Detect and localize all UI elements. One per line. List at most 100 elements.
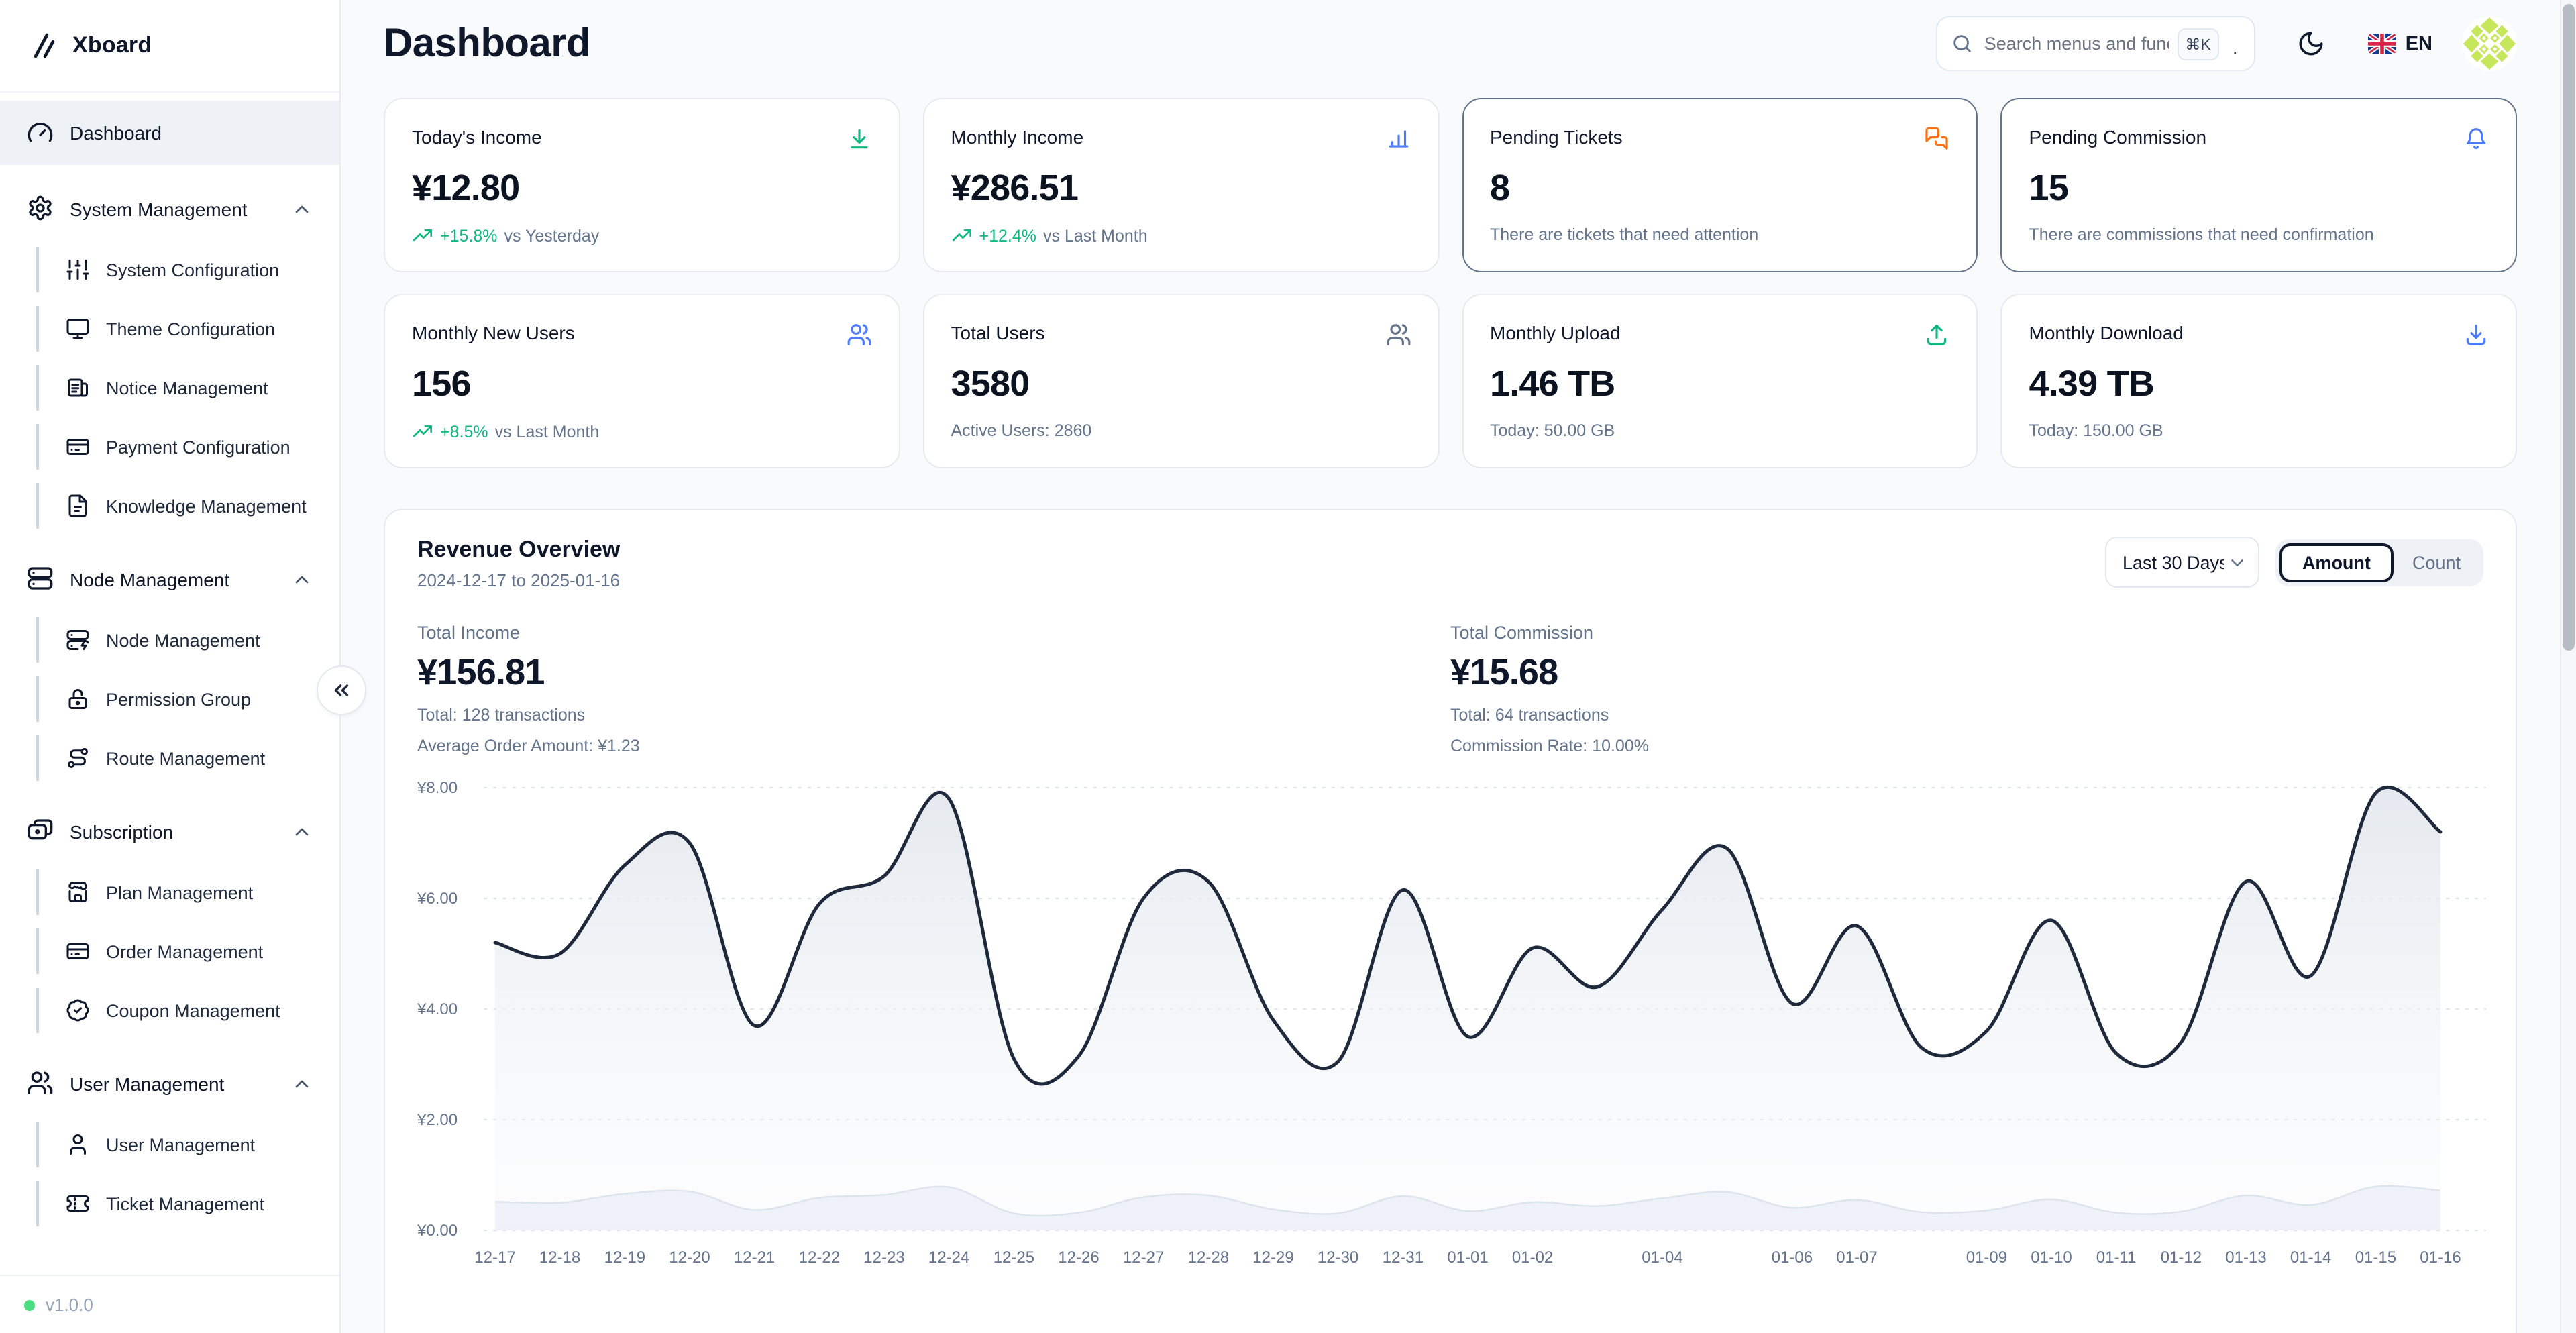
- toggle-count-button[interactable]: Count: [2394, 543, 2479, 582]
- sidebar-item-system-configuration[interactable]: System Configuration: [36, 240, 339, 299]
- avatar[interactable]: [2462, 16, 2517, 71]
- monitor-icon: [66, 319, 89, 339]
- brand[interactable]: Xboard: [0, 0, 339, 91]
- sidebar-section-header-user-management[interactable]: User Management: [0, 1053, 339, 1115]
- sidebar-section-header-node-management[interactable]: Node Management: [0, 549, 339, 610]
- sidebar-nav: Dashboard System Management System Configu…: [0, 91, 339, 1275]
- arrow-down-line-icon: [850, 129, 868, 149]
- search-shortcut-badge: ⌘K: [2177, 28, 2219, 60]
- scrollbar-track[interactable]: [2560, 0, 2576, 1333]
- stat-card-monthly-download[interactable]: Monthly Download 4.39 TB Today: 150.00 GB: [2000, 294, 2517, 468]
- sidebar-section-user-management: User Management User Management Ticket Man…: [0, 1053, 339, 1233]
- revenue-panel: Revenue Overview 2024-12-17 to 2025-01-1…: [384, 509, 2517, 1333]
- stat-card-title: Monthly Download: [2029, 322, 2184, 343]
- stat-card-monthly-upload[interactable]: Monthly Upload 1.46 TB Today: 50.00 GB: [1462, 294, 1978, 468]
- sidebar-section-subscription: Subscription Plan Management Order Managem…: [0, 801, 339, 1040]
- stat-card-title: Total Users: [951, 322, 1045, 343]
- status-dot: [24, 1299, 35, 1310]
- sidebar-item-knowledge-management[interactable]: Knowledge Management: [36, 476, 339, 535]
- svg-text:12-28: 12-28: [1188, 1248, 1229, 1267]
- toggle-amount-button[interactable]: Amount: [2279, 543, 2394, 582]
- server-icon: [28, 566, 53, 589]
- trending-up-icon: [952, 229, 971, 242]
- sidebar-item-user-management[interactable]: User Management: [36, 1115, 339, 1174]
- search-overflow-dot: .: [2232, 36, 2238, 58]
- brand-name: Xboard: [72, 32, 152, 58]
- stat-card-trend: +12.4% vs Last Month: [951, 225, 1411, 247]
- sidebar-item-label: Payment Configuration: [106, 437, 290, 457]
- sidebar-section-header-subscription[interactable]: Subscription: [0, 801, 339, 863]
- stat-card-total-users[interactable]: Total Users 3580 Active Users: 2860: [922, 294, 1439, 468]
- svg-text:01-07: 01-07: [1836, 1248, 1877, 1267]
- sidebar-item-payment-configuration[interactable]: Payment Configuration: [36, 417, 339, 476]
- svg-text:¥4.00: ¥4.00: [417, 1000, 458, 1018]
- sidebar-item-order-management[interactable]: Order Management: [36, 922, 339, 981]
- sidebar-item-notice-management[interactable]: Notice Management: [36, 358, 339, 417]
- users-icon: [28, 1071, 53, 1094]
- lock-icon: [68, 689, 87, 709]
- topbar-actions: ⌘K . EN: [1935, 16, 2517, 71]
- sidebar-item-label: Coupon Management: [106, 1000, 280, 1020]
- svg-text:12-30: 12-30: [1318, 1248, 1358, 1267]
- svg-text:01-16: 01-16: [2420, 1248, 2461, 1267]
- svg-text:¥2.00: ¥2.00: [417, 1111, 458, 1129]
- sidebar-item-ticket-management[interactable]: Ticket Management: [36, 1174, 339, 1233]
- total-income-average: Average Order Amount: ¥1.23: [417, 737, 640, 755]
- language-selector[interactable]: EN: [2367, 33, 2432, 54]
- avatar-identicon: [2462, 16, 2517, 71]
- stat-card-pending-tickets[interactable]: Pending Tickets 8 There are tickets that n…: [1462, 98, 1978, 272]
- stat-card-pending-commission[interactable]: Pending Commission 15 There are commission…: [2000, 98, 2517, 272]
- svg-text:12-22: 12-22: [799, 1248, 840, 1267]
- total-commission-label: Total Commission: [1450, 623, 1594, 643]
- svg-text:12-18: 12-18: [539, 1248, 580, 1267]
- language-code: EN: [2405, 33, 2432, 54]
- range-select[interactable]: Last 30 Days: [2104, 537, 2259, 588]
- svg-text:01-11: 01-11: [2096, 1248, 2137, 1267]
- sidebar-item-plan-management[interactable]: Plan Management: [36, 863, 339, 922]
- stat-card-trend: +8.5% vs Last Month: [412, 421, 872, 443]
- main-content: Dashboard ⌘K . EN T: [341, 0, 2576, 1333]
- sidebar-section-system-management: System Management System Configuration The…: [0, 178, 339, 535]
- svg-text:12-17: 12-17: [474, 1248, 515, 1267]
- sidebar-item-label: Node Management: [106, 630, 260, 650]
- svg-text:01-04: 01-04: [1642, 1248, 1682, 1267]
- stat-card-monthly-new-users[interactable]: Monthly New Users 156 +8.5% vs Last Month: [384, 294, 900, 468]
- dark-mode-toggle[interactable]: [2285, 17, 2339, 70]
- scrollbar-thumb[interactable]: [2562, 4, 2574, 651]
- search-input[interactable]: [1984, 34, 2169, 54]
- sidebar-collapse-button[interactable]: [317, 665, 366, 715]
- stat-card-value: ¥286.51: [951, 168, 1079, 208]
- sidebar-item-permission-group[interactable]: Permission Group: [36, 670, 339, 729]
- route-icon: [68, 748, 88, 768]
- svg-text:01-02: 01-02: [1512, 1248, 1553, 1267]
- bell-icon: [2466, 128, 2486, 150]
- ticket-icon: [66, 1195, 89, 1212]
- sidebar-item-theme-configuration[interactable]: Theme Configuration: [36, 299, 339, 358]
- stat-card-value: 3580: [951, 364, 1030, 404]
- stat-card-title: Pending Commission: [2029, 126, 2207, 148]
- revenue-controls: Last 30 Days Amount Count: [2104, 537, 2483, 588]
- sidebar-item-node-management[interactable]: Node Management: [36, 610, 339, 670]
- stat-card-subtext: Today: 150.00 GB: [2029, 421, 2163, 440]
- sidebar-item-route-management[interactable]: Route Management: [36, 729, 339, 788]
- sidebar-item-coupon-management[interactable]: Coupon Management: [36, 981, 339, 1040]
- stat-card-today-s-income[interactable]: Today's Income ¥12.80 +15.8% vs Yesterday: [384, 98, 900, 272]
- sidebar-section-label: Subscription: [70, 821, 174, 843]
- sidebar-section-label: Node Management: [70, 569, 230, 590]
- svg-text:01-15: 01-15: [2355, 1248, 2396, 1267]
- user-icon: [70, 1134, 86, 1155]
- stat-card-monthly-income[interactable]: Monthly Income ¥286.51 +12.4% vs Last Month: [922, 98, 1439, 272]
- svg-text:12-20: 12-20: [669, 1248, 710, 1267]
- chevron-up-icon: [295, 205, 309, 213]
- revenue-header: Revenue Overview 2024-12-17 to 2025-01-1…: [417, 537, 2483, 590]
- sidebar-section-header-system-management[interactable]: System Management: [0, 178, 339, 240]
- stat-card-trend: +15.8% vs Yesterday: [412, 225, 872, 247]
- sidebar-item-dashboard[interactable]: Dashboard: [0, 101, 339, 165]
- download-tray-icon: [2466, 324, 2486, 345]
- bar-chart-icon: [1388, 130, 1408, 148]
- search-box[interactable]: ⌘K .: [1935, 16, 2255, 71]
- stat-card-subtext: There are commissions that need confirma…: [2029, 225, 2374, 244]
- stat-card-subtext: There are tickets that need attention: [1490, 225, 1759, 244]
- total-income-label: Total Income: [417, 623, 521, 643]
